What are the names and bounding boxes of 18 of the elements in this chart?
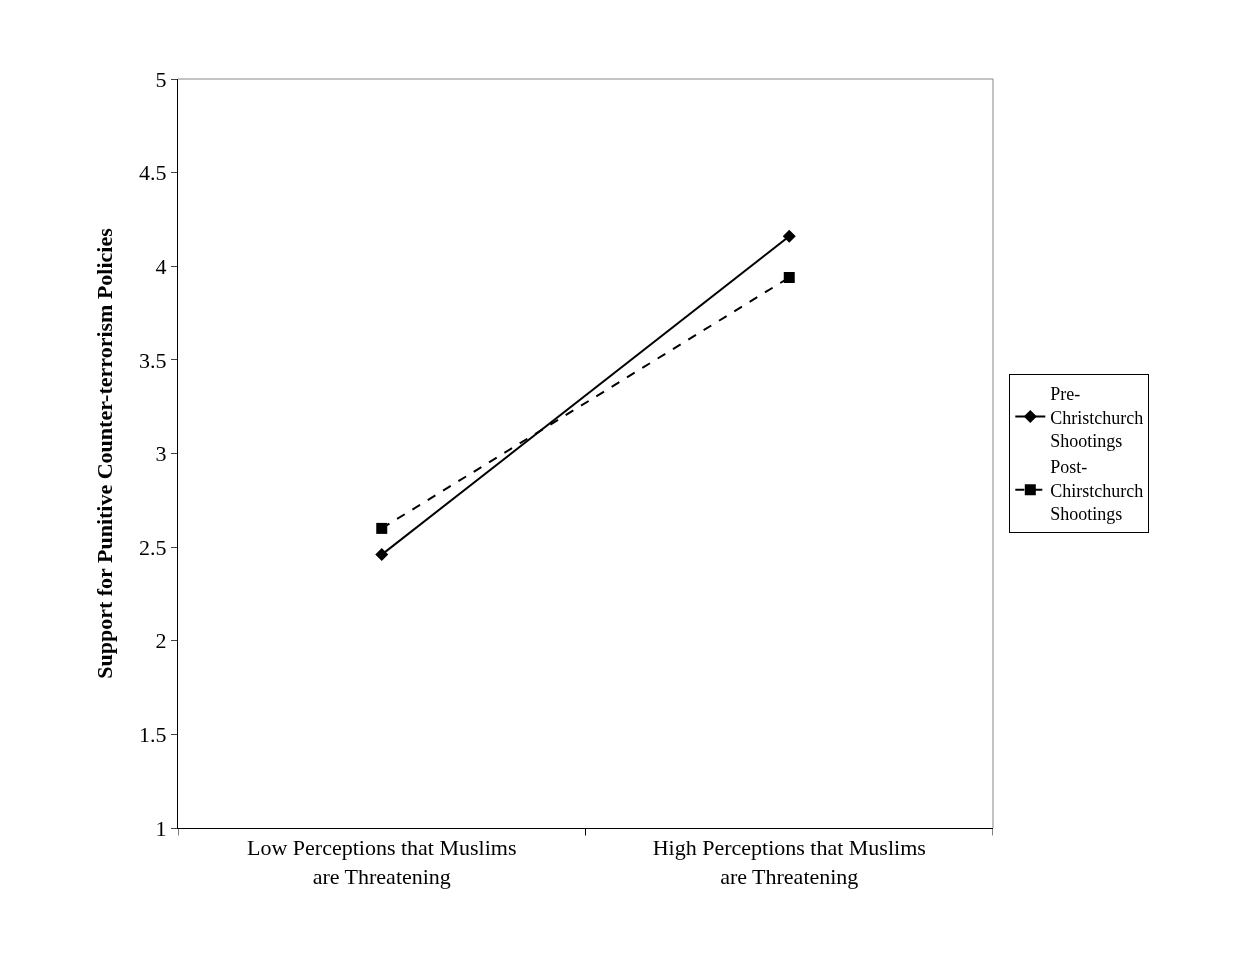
y-tick-label: 3.5 (139, 347, 167, 373)
y-tick-label: 5 (155, 66, 167, 92)
point (782, 229, 796, 243)
y-tick-label: 1 (155, 815, 167, 841)
point (376, 522, 388, 534)
y-tick-label: 2 (155, 628, 167, 654)
y-tick-label: 4 (155, 253, 167, 279)
point (375, 548, 389, 562)
legend-label: Pre-Christchurch Shootings (1050, 384, 1144, 452)
legend-label: Post-Chirstchurch Shootings (1050, 457, 1144, 525)
y-tick-label: 1.5 (139, 722, 167, 748)
x-tick-label: Low Perceptions that Muslims are Threatening (247, 835, 517, 889)
y-axis-title: Support for Punitive Counter-terrorism Policies (91, 227, 117, 679)
point (783, 271, 795, 283)
y-tick-label: 2.5 (139, 534, 167, 560)
y-tick-label: 4.5 (139, 160, 167, 186)
y-tick-label: 3 (155, 441, 167, 467)
x-tick-label: High Perceptions that Muslims are Threatening (652, 835, 926, 889)
